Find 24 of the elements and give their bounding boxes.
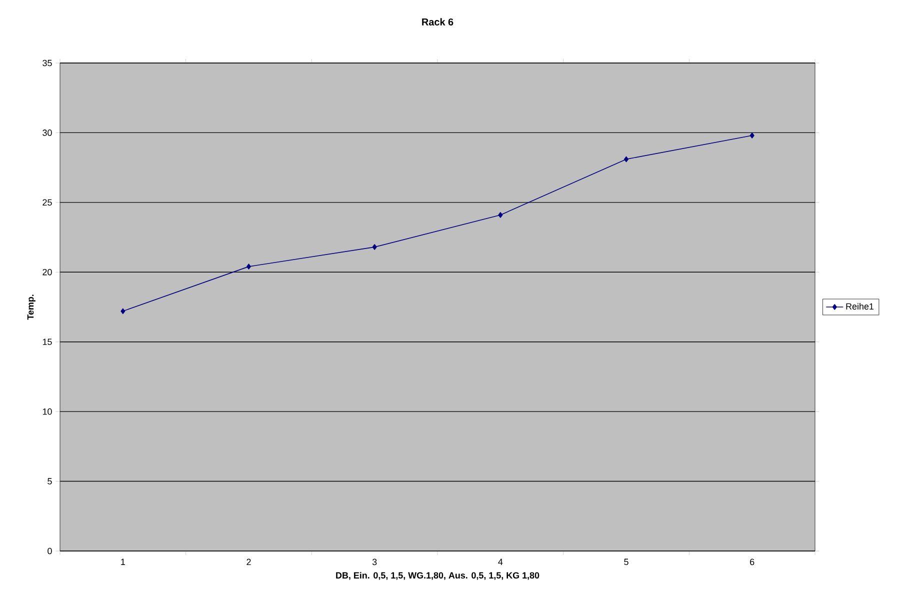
point (246, 264, 252, 270)
y-tick-label: 25 (42, 199, 52, 206)
point (120, 308, 126, 314)
x-tick-label: 4 (498, 558, 503, 565)
legend-label: Reihe1 (846, 303, 874, 310)
x-tick-label: 6 (750, 558, 754, 566)
y-tick-label: 30 (42, 130, 52, 136)
x-axis-title: DB, Ein. 0,5, 1,5, WG.1,80, Aus. 0,5, 1,5, KG 1,80 (336, 572, 540, 580)
point (750, 132, 754, 138)
chart-title: Rack 6 (422, 18, 454, 26)
y-tick-label: 5 (48, 478, 52, 484)
x-tick-label: 5 (624, 558, 628, 566)
y-tick-label: 0 (48, 548, 52, 554)
point (372, 244, 377, 250)
y-tick-label: 35 (42, 60, 52, 66)
point (498, 212, 503, 218)
x-tick-label: 3 (372, 558, 377, 566)
x-tick-label: 2 (246, 558, 251, 566)
x-tick-label: 1 (121, 558, 125, 565)
y-tick-label: 15 (42, 338, 52, 345)
y-axis-title: Temp. (27, 294, 36, 320)
y-tick-label: 10 (42, 408, 52, 415)
point (624, 156, 629, 162)
y-tick-label: 20 (42, 268, 52, 276)
